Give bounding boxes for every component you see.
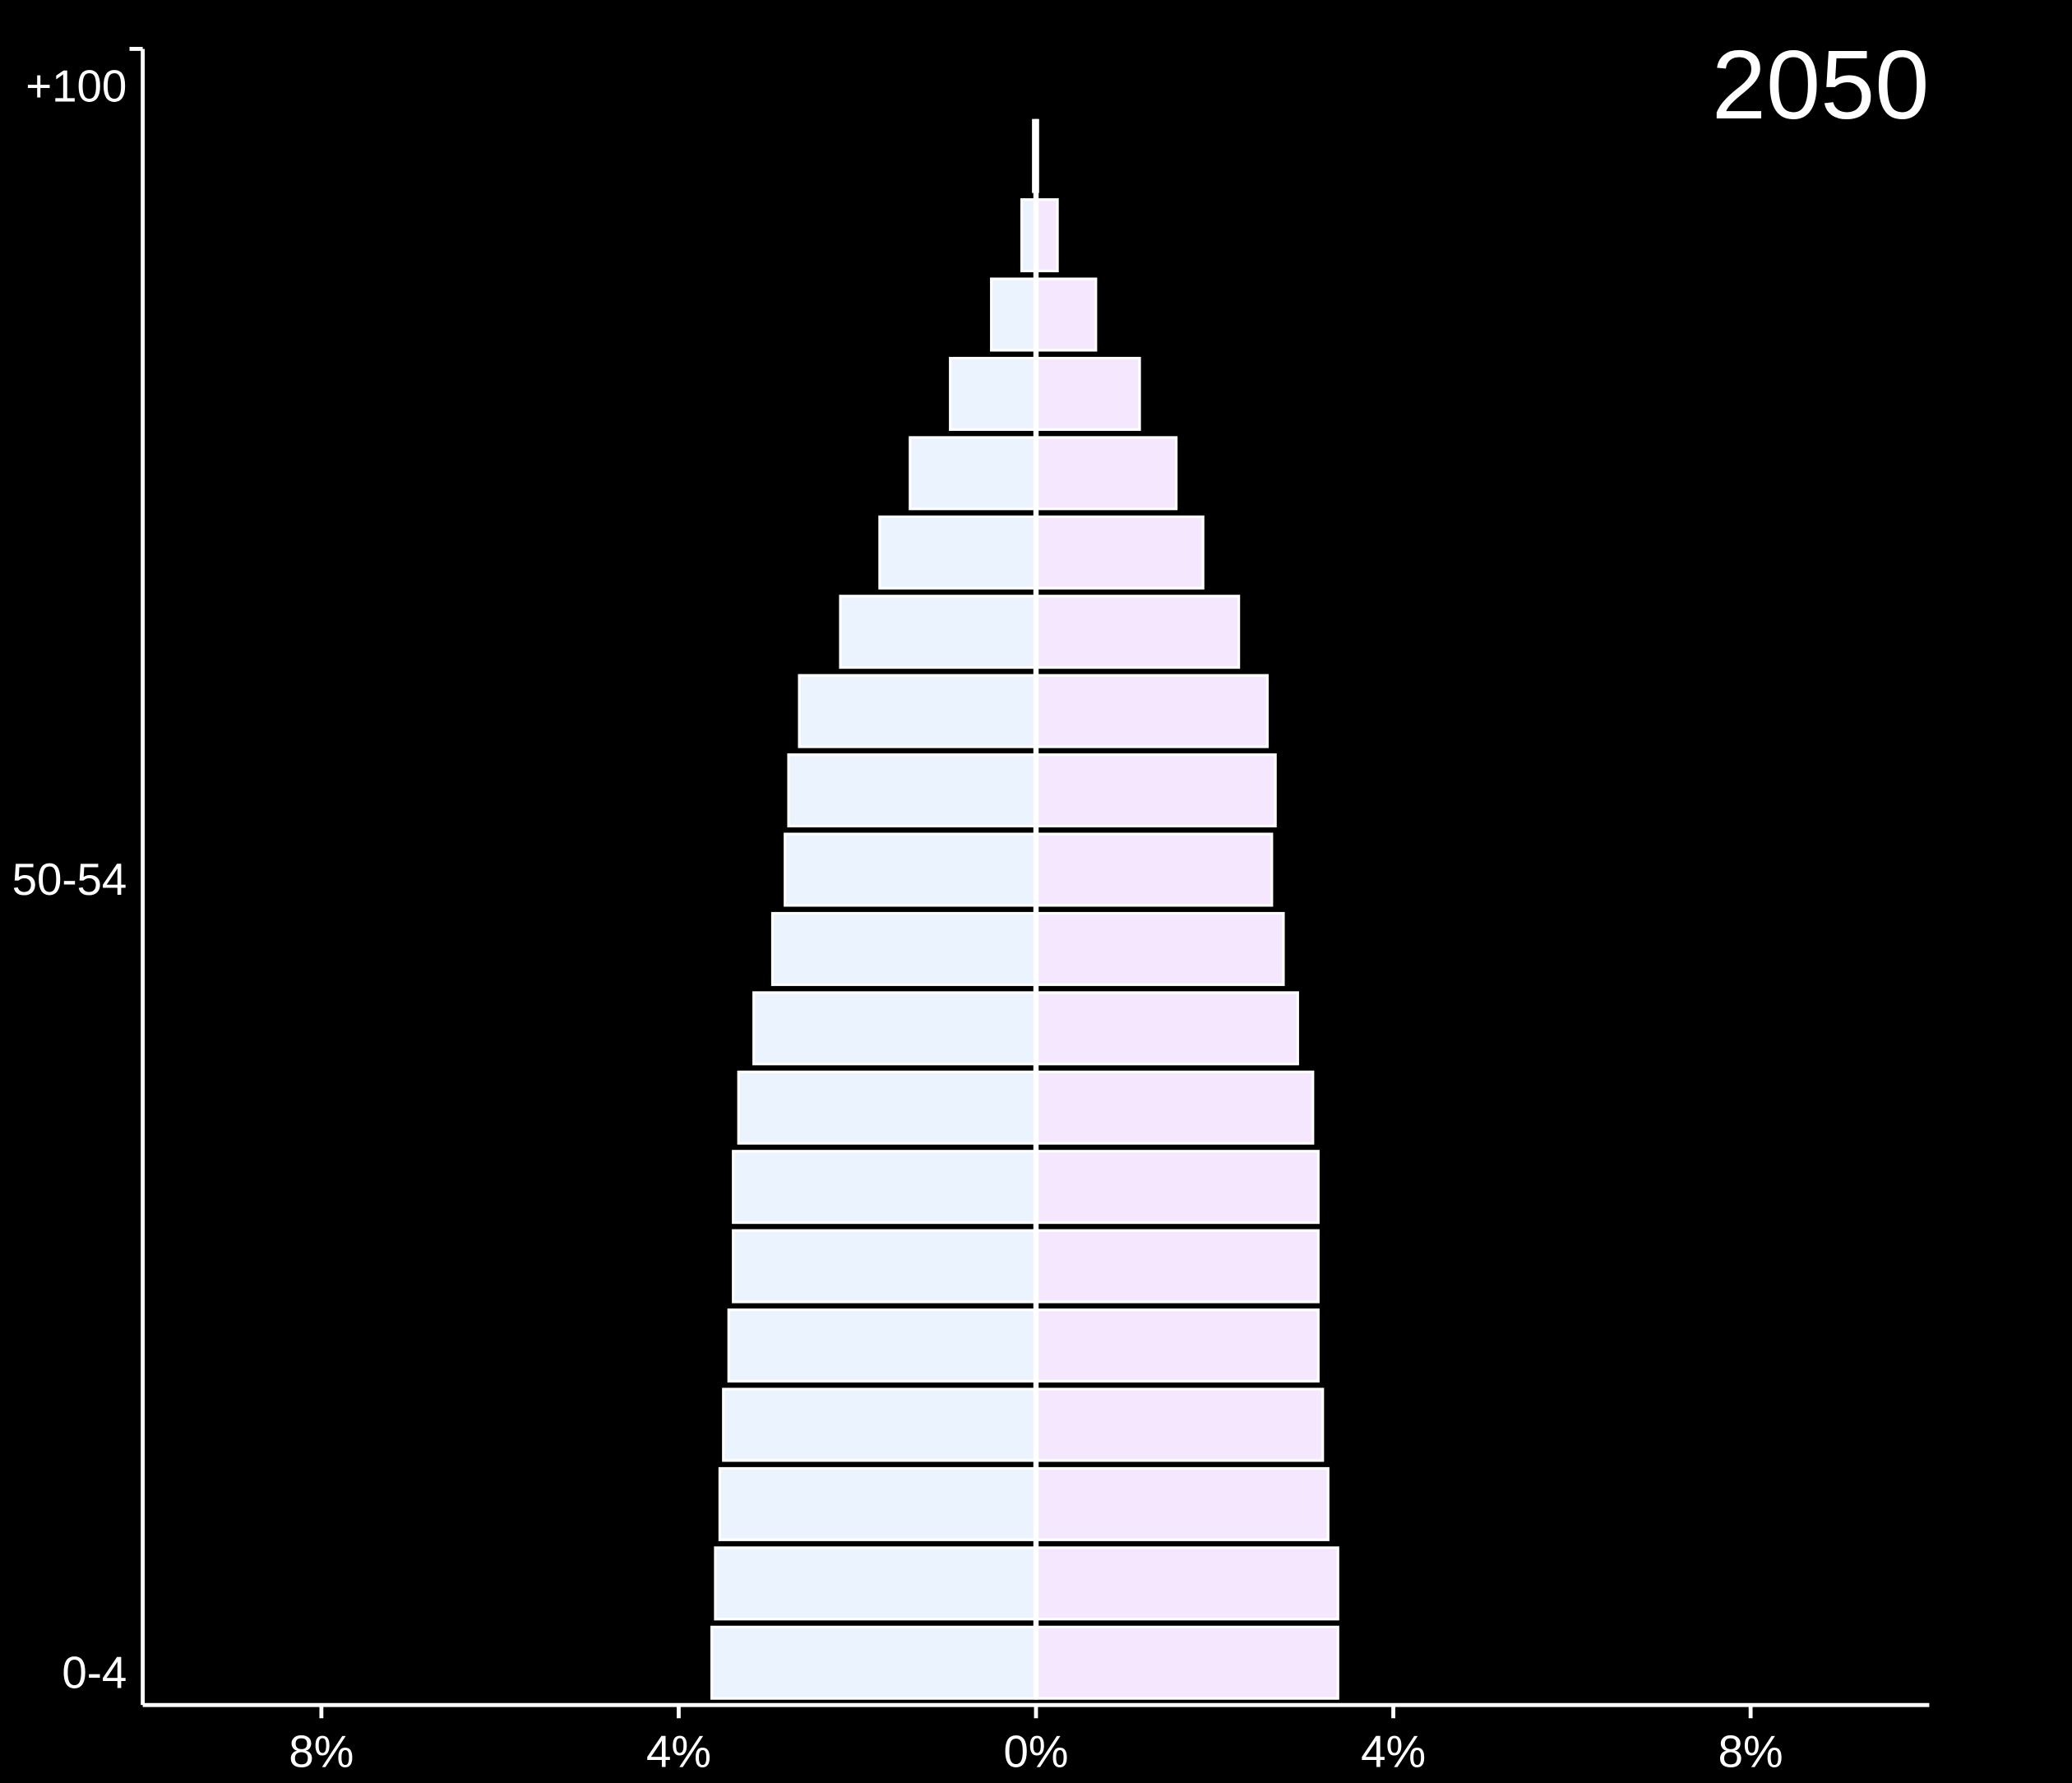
x-tick-label: 8%: [289, 1727, 354, 1777]
bar: [787, 753, 1038, 828]
bar: [1034, 991, 1299, 1066]
bar: [732, 1229, 1038, 1304]
bar: [1034, 277, 1098, 352]
y-tick-label: 0-4: [62, 1647, 127, 1697]
x-tick-label: 4%: [1361, 1727, 1426, 1777]
bar: [798, 674, 1038, 748]
bar: [710, 1625, 1038, 1700]
x-tick-label: 4%: [646, 1727, 711, 1777]
bar: [732, 1150, 1038, 1225]
bar: [1034, 674, 1269, 748]
bar: [1034, 753, 1277, 828]
bar: [722, 1387, 1038, 1462]
bar: [770, 911, 1038, 986]
bar: [1034, 515, 1205, 590]
bar: [752, 991, 1038, 1066]
bar: [727, 1308, 1038, 1383]
bar: [1034, 198, 1059, 273]
bar: [1034, 911, 1285, 986]
bar: [1034, 436, 1178, 511]
bar: [714, 1546, 1038, 1621]
bar: [1034, 1150, 1320, 1225]
y-tick-label: +100: [25, 62, 127, 112]
bar: [737, 1070, 1038, 1145]
x-tick-label: 8%: [1718, 1727, 1783, 1777]
bar: [1034, 1308, 1320, 1383]
bar: [1034, 595, 1241, 669]
bar: [1034, 1466, 1330, 1541]
bar: [1034, 832, 1274, 907]
y-tick-label: 50-54: [12, 854, 127, 905]
bar: [1034, 1070, 1315, 1145]
bar: [909, 436, 1038, 511]
bar: [784, 832, 1038, 907]
x-tick-label: 0%: [1004, 1727, 1069, 1777]
bar: [949, 356, 1038, 431]
bar: [1034, 1546, 1339, 1621]
bar: [990, 277, 1038, 352]
chart-title: 2050: [1712, 30, 1930, 140]
bar: [878, 515, 1038, 590]
bar: [1034, 356, 1141, 431]
bar: [1034, 1387, 1325, 1462]
bar: [839, 595, 1038, 669]
bar: [1034, 1229, 1320, 1304]
bar: [1034, 1625, 1339, 1700]
bar: [718, 1466, 1038, 1541]
